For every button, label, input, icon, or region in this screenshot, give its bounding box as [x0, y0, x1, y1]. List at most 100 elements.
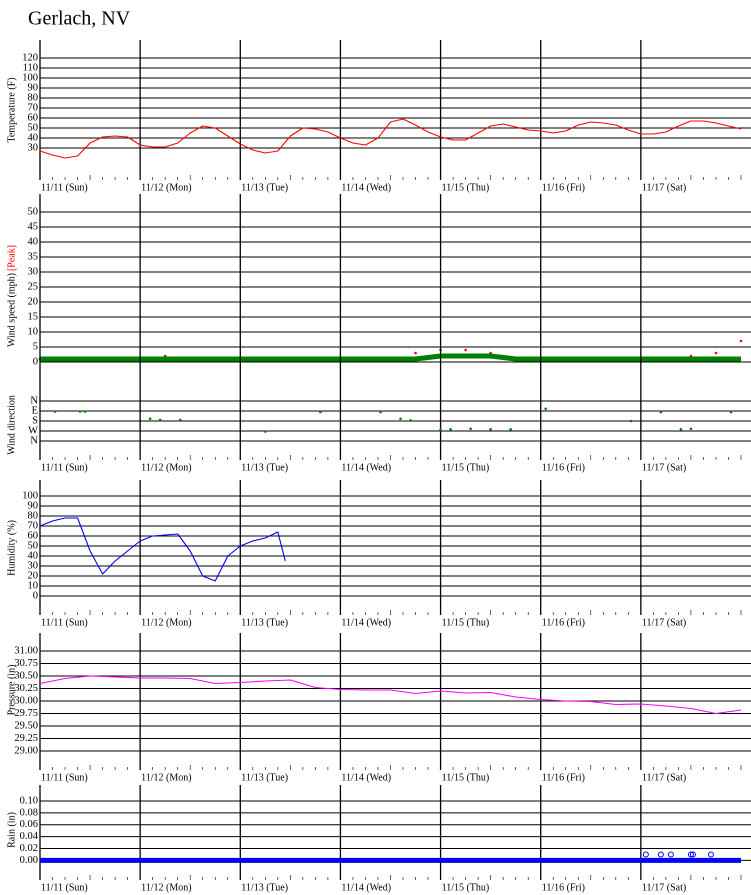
- y-tick-label: 29.50: [14, 720, 38, 731]
- x-tick-label: 11/13 (Tue): [241, 462, 288, 473]
- x-tick-label: 11/14 (Wed): [341, 182, 391, 193]
- y-tick-label: 0: [33, 590, 38, 601]
- rain-marker: [707, 851, 714, 858]
- data-point: [489, 428, 492, 431]
- y-axis-label: Pressure (in): [6, 665, 17, 716]
- x-tick-label: 11/13 (Tue): [241, 772, 288, 783]
- y-tick-label: 30: [28, 266, 39, 277]
- y-tick-label: 50: [28, 122, 39, 133]
- data-point: [379, 410, 382, 414]
- y-axis-label: Humidity (%): [6, 520, 17, 576]
- x-tick-label: 11/14 (Wed): [341, 617, 391, 628]
- data-point: [509, 428, 512, 431]
- rain-marker: [687, 851, 694, 858]
- x-tick-label: 11/12 (Mon): [141, 617, 191, 628]
- rain-marker: [657, 851, 664, 858]
- x-tick-label: 11/11 (Sun): [41, 882, 88, 893]
- data-point: [78, 410, 82, 413]
- x-tick-label: 11/14 (Wed): [341, 882, 391, 893]
- data-point: [689, 427, 693, 431]
- data-point: [439, 428, 442, 432]
- y-tick-label: N: [30, 395, 38, 406]
- x-tick-label: 11/14 (Wed): [341, 462, 391, 473]
- y-tick-label: 0.04: [20, 831, 39, 842]
- x-tick-label: 11/15 (Thu): [442, 462, 490, 473]
- y-tick-label: 60: [28, 530, 39, 541]
- y-tick-label: 0: [33, 356, 38, 367]
- data-point: [158, 418, 162, 422]
- y-axis-label: Wind direction: [6, 395, 17, 455]
- y-tick-label: 0.02: [20, 843, 38, 854]
- legend-label: [Peak]: [6, 245, 17, 271]
- y-tick-label: 50: [28, 206, 39, 217]
- y-tick-label: 20: [28, 570, 39, 581]
- y-tick-label: 29.25: [14, 733, 38, 744]
- x-tick-label: 11/11 (Sun): [41, 182, 88, 193]
- y-tick-label: 90: [28, 82, 39, 93]
- y-tick-label: 70: [28, 102, 39, 113]
- y-tick-label: S: [32, 415, 38, 426]
- y-tick-label: 10: [28, 326, 39, 337]
- y-tick-label: 100: [22, 490, 38, 501]
- y-tick-label: W: [28, 425, 38, 436]
- y-axis-label: Rain (in): [6, 812, 17, 848]
- x-tick-label: 11/16 (Fri): [542, 182, 585, 193]
- x-tick-label: 11/11 (Sun): [41, 617, 88, 628]
- x-tick-label: 11/16 (Fri): [542, 772, 585, 783]
- x-tick-label: 11/12 (Mon): [141, 882, 191, 893]
- x-tick-label: 11/15 (Thu): [442, 182, 490, 193]
- x-tick-label: 11/15 (Thu): [442, 617, 490, 628]
- y-tick-label: 20: [28, 296, 39, 307]
- y-tick-label: 29.00: [14, 745, 38, 756]
- x-tick-label: 11/12 (Mon): [141, 772, 191, 783]
- y-tick-label: 50: [28, 540, 39, 551]
- x-tick-label: 11/17 (Sat): [642, 182, 686, 193]
- data-band: [40, 353, 741, 362]
- x-tick-label: 11/11 (Sun): [41, 772, 88, 783]
- y-tick-label: 0.08: [20, 807, 38, 818]
- y-tick-label: 25: [28, 281, 39, 292]
- data-point: [148, 417, 152, 421]
- x-tick-label: 11/16 (Fri): [542, 462, 585, 473]
- y-tick-label: 5: [33, 341, 38, 352]
- y-tick-label: 0.10: [20, 795, 38, 806]
- data-point: [739, 339, 743, 343]
- x-tick-label: 11/14 (Wed): [341, 772, 391, 783]
- rain-marker: [689, 851, 696, 858]
- y-tick-label: 30.00: [14, 695, 38, 706]
- data-point: [729, 410, 733, 414]
- y-tick-label: 31.00: [14, 645, 38, 656]
- y-axis-label: Wind speed (mph): [6, 273, 17, 347]
- y-axis-label: Temperature (F): [6, 77, 17, 142]
- y-tick-label: 80: [28, 510, 39, 521]
- y-tick-label: 80: [28, 92, 39, 103]
- y-tick-label: 30.50: [14, 670, 38, 681]
- x-tick-label: 11/12 (Mon): [141, 462, 191, 473]
- y-tick-label: 40: [28, 236, 39, 247]
- y-tick-label: 90: [28, 500, 39, 511]
- y-tick-label: 15: [28, 311, 39, 322]
- x-tick-label: 11/17 (Sat): [642, 882, 686, 893]
- data-point: [319, 410, 322, 414]
- data-point: [679, 428, 683, 431]
- x-tick-label: 11/15 (Thu): [442, 772, 490, 783]
- data-point: [414, 351, 417, 355]
- y-tick-label: 30: [28, 560, 39, 571]
- data-point: [83, 410, 87, 413]
- data-line: [39, 118, 742, 159]
- y-tick-label: 30.75: [14, 658, 38, 669]
- data-point: [544, 407, 548, 411]
- data-point: [53, 410, 57, 413]
- x-tick-label: 11/15 (Thu): [442, 882, 490, 893]
- x-tick-label: 11/12 (Mon): [141, 182, 191, 193]
- rain-marker: [642, 851, 649, 858]
- x-tick-label: 11/17 (Sat): [642, 617, 686, 628]
- y-tick-label: 100: [22, 72, 38, 83]
- data-point: [178, 418, 182, 422]
- data-point: [469, 427, 472, 431]
- data-point: [464, 348, 467, 352]
- x-tick-label: 11/16 (Fri): [542, 882, 585, 893]
- y-tick-label: 35: [28, 251, 39, 262]
- y-tick-label: 120: [22, 52, 38, 63]
- y-tick-label: E: [32, 405, 38, 416]
